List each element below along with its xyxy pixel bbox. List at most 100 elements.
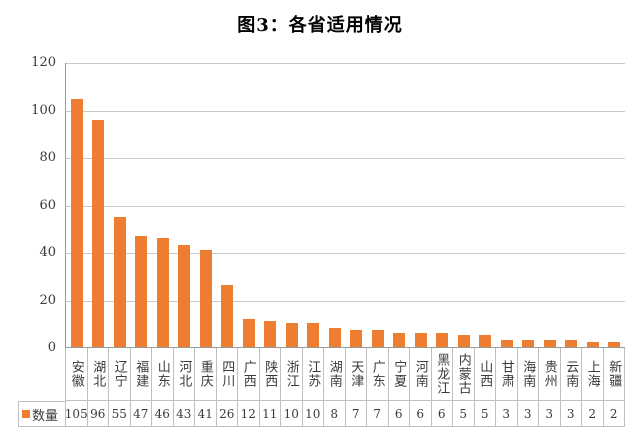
value-cell: 12: [238, 401, 259, 427]
bar-column: [324, 63, 346, 347]
category-label: 内蒙古: [453, 348, 474, 401]
value-cell: 46: [152, 401, 173, 427]
table-column: 陕西 11: [259, 348, 281, 427]
category-label: 浙江: [281, 348, 302, 401]
y-tick-label: 40: [39, 245, 56, 260]
bar-column: [195, 63, 217, 347]
value-cell: 55: [109, 401, 130, 427]
bar: [242, 318, 255, 347]
bar-column: [346, 63, 368, 347]
table-column: 河北 43: [173, 348, 195, 427]
bar: [328, 328, 341, 347]
category-label-text: 广东: [369, 360, 385, 388]
category-label: 重庆: [195, 348, 216, 401]
category-label-text: 山东: [154, 360, 170, 388]
table-column: 天津 7: [345, 348, 367, 427]
bar-column: [131, 63, 153, 347]
value-cell: 3: [517, 401, 538, 427]
bar-column: [88, 63, 110, 347]
value-cell: 7: [367, 401, 388, 427]
plot-area: [65, 63, 625, 348]
table-column: 浙江 10: [281, 348, 303, 427]
bar-column: [475, 63, 497, 347]
bar: [371, 330, 384, 347]
category-label-text: 安徽: [68, 360, 84, 388]
value-cell: 3: [539, 401, 560, 427]
bar: [586, 342, 599, 347]
category-label-text: 内蒙古: [455, 353, 471, 395]
category-label: 宁夏: [388, 348, 409, 401]
category-label: 安徽: [66, 348, 87, 401]
category-label: 云南: [560, 348, 581, 401]
value-cell: 3: [560, 401, 581, 427]
table-column: 山东 46: [152, 348, 174, 427]
legend-swatch-icon: [22, 410, 30, 418]
bar-column: [367, 63, 389, 347]
category-label-text: 陕西: [262, 360, 278, 388]
category-label: 湖南: [324, 348, 345, 401]
bar: [565, 339, 578, 347]
category-label: 山西: [474, 348, 495, 401]
bar: [264, 320, 277, 347]
value-cell: 5: [474, 401, 495, 427]
category-label-text: 河北: [176, 360, 192, 388]
bar-column: [66, 63, 88, 347]
value-cell: 96: [87, 401, 108, 427]
gridline: [66, 205, 625, 207]
category-label-text: 云南: [563, 360, 579, 388]
category-label-text: 湖南: [326, 360, 342, 388]
category-label-text: 宁夏: [391, 360, 407, 388]
value-cell: 10: [281, 401, 302, 427]
table-column: 海南 3: [517, 348, 539, 427]
table-column: 贵州 3: [539, 348, 561, 427]
category-label-text: 四川: [219, 360, 235, 388]
value-cell: 41: [195, 401, 216, 427]
bar: [70, 98, 83, 347]
category-label-text: 海南: [520, 360, 536, 388]
bar: [135, 235, 148, 347]
bar: [221, 285, 234, 347]
category-label-text: 天津: [348, 360, 364, 388]
category-label: 福建: [130, 348, 151, 401]
bar: [199, 249, 212, 347]
category-label: 四川: [216, 348, 237, 401]
value-cell: 6: [410, 401, 431, 427]
bar-column: [496, 63, 518, 347]
bar-column: [453, 63, 475, 347]
value-cell: 26: [216, 401, 237, 427]
table-column: 四川 26: [216, 348, 238, 427]
category-label-text: 福建: [133, 360, 149, 388]
category-label-text: 浙江: [283, 360, 299, 388]
bar: [113, 216, 126, 347]
gridline: [66, 253, 625, 254]
y-tick-label: 100: [31, 102, 56, 118]
table-column: 黑龙江 6: [431, 348, 453, 427]
category-label: 江苏: [302, 348, 323, 401]
category-label: 广东: [367, 348, 388, 401]
category-label: 广西: [238, 348, 259, 401]
category-label-text: 山西: [477, 360, 493, 388]
category-label: 海南: [517, 348, 538, 401]
gridline: [66, 300, 625, 302]
category-label-text: 贵州: [541, 360, 557, 388]
y-tick-label: 60: [39, 197, 56, 213]
data-table: 安徽 105 湖北 96 辽宁 55 福建 47 山东 46 河北 43 重庆 41 四川 26 广西 12 陕西 1…: [65, 348, 625, 427]
value-cell: 10: [302, 401, 323, 427]
table-column: 新疆 2: [603, 348, 624, 427]
value-cell: 8: [324, 401, 345, 427]
bar-column: [174, 63, 196, 347]
table-column: 湖南 8: [324, 348, 346, 427]
category-label-text: 上海: [584, 360, 600, 388]
gridline: [66, 63, 625, 64]
category-label: 天津: [345, 348, 366, 401]
bar-column: [303, 63, 325, 347]
value-cell: 7: [345, 401, 366, 427]
bar-column: [389, 63, 411, 347]
bar-column: [281, 63, 303, 347]
table-column: 湖北 96: [87, 348, 109, 427]
bar-column: [582, 63, 604, 347]
bar-column: [604, 63, 626, 347]
value-cell: 105: [65, 401, 88, 427]
bar: [457, 335, 470, 347]
bar-column: [260, 63, 282, 347]
